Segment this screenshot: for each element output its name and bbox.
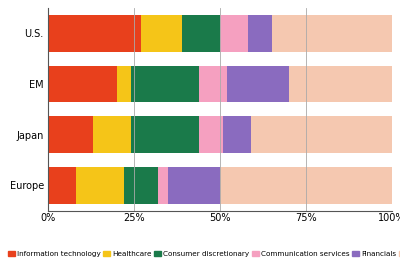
Bar (224, 116, 251, 153)
Bar (130, 116, 199, 153)
Bar (48, 167, 76, 204)
Bar (182, 15, 220, 52)
Bar (251, 116, 392, 153)
Bar (227, 66, 289, 102)
Bar (130, 66, 199, 102)
Bar (48, 15, 141, 52)
Bar (117, 66, 130, 102)
Bar (141, 15, 182, 52)
Bar (93, 116, 130, 153)
Bar (158, 167, 168, 204)
Bar (76, 167, 124, 204)
Bar (48, 116, 93, 153)
Bar (220, 15, 248, 52)
Bar (248, 15, 272, 52)
Bar (168, 167, 220, 204)
Bar (48, 66, 117, 102)
Bar (199, 116, 224, 153)
Bar (289, 66, 392, 102)
Bar (124, 167, 158, 204)
Bar (272, 15, 392, 52)
Bar (199, 66, 227, 102)
Legend: Information technology, Healthcare, Consumer discretionary, Communication servic: Information technology, Healthcare, Cons… (8, 251, 400, 257)
Bar (220, 167, 392, 204)
